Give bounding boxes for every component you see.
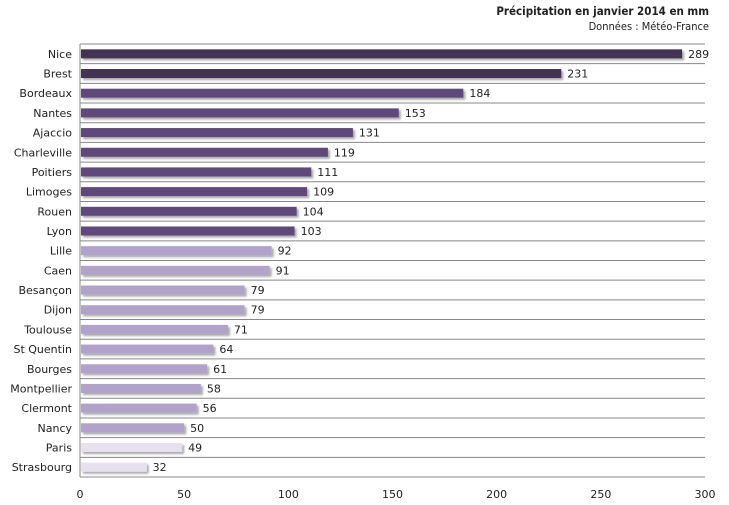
bar xyxy=(81,403,197,413)
category-label: Rouen xyxy=(37,205,72,218)
data-label: 104 xyxy=(303,205,324,218)
data-label: 153 xyxy=(405,107,426,120)
bar xyxy=(81,364,208,374)
category-label: Toulouse xyxy=(23,323,72,336)
category-label: Clermont xyxy=(21,402,72,415)
data-label: 111 xyxy=(317,166,338,179)
x-tick-label: 200 xyxy=(486,488,507,501)
data-label: 50 xyxy=(190,422,204,435)
bar xyxy=(81,246,272,256)
data-label: 131 xyxy=(359,127,380,140)
category-label: Besançon xyxy=(18,284,72,297)
data-label: 71 xyxy=(234,323,248,336)
data-label: 184 xyxy=(469,87,490,100)
x-tick-label: 300 xyxy=(695,488,716,501)
category-label: St Quentin xyxy=(13,343,72,356)
data-label: 103 xyxy=(301,225,322,238)
chart-title: Précipitation en janvier 2014 en mm xyxy=(496,4,709,18)
data-label: 58 xyxy=(207,382,221,395)
bar xyxy=(81,226,295,236)
bar xyxy=(81,206,297,216)
data-label: 49 xyxy=(188,441,202,454)
x-tick-label: 100 xyxy=(278,488,299,501)
bar xyxy=(81,49,683,59)
bar xyxy=(81,462,147,472)
data-label: 91 xyxy=(276,264,290,277)
data-label: 119 xyxy=(334,146,355,159)
category-label: Strasbourg xyxy=(12,461,72,474)
category-label: Nancy xyxy=(38,422,73,435)
bar xyxy=(81,88,464,98)
bar xyxy=(81,383,201,393)
category-label: Brest xyxy=(43,68,72,81)
bar xyxy=(81,147,328,157)
category-label: Nice xyxy=(48,48,72,61)
data-label: 109 xyxy=(313,186,334,199)
category-label: Paris xyxy=(46,441,72,454)
bar xyxy=(81,187,308,197)
category-label: Lyon xyxy=(47,225,72,238)
data-label: 56 xyxy=(203,402,217,415)
data-label: 79 xyxy=(251,304,265,317)
category-label: Ajaccio xyxy=(33,127,72,140)
data-label: 289 xyxy=(688,48,709,61)
category-label: Bourges xyxy=(27,363,72,376)
category-label: Nantes xyxy=(33,107,72,120)
data-label: 231 xyxy=(567,68,588,81)
bar xyxy=(81,265,270,275)
bar xyxy=(81,442,183,452)
category-label: Dijon xyxy=(44,304,72,317)
bar xyxy=(81,128,353,138)
x-tick-label: 0 xyxy=(77,488,84,501)
chart-subtitle: Données : Météo-France xyxy=(588,20,709,33)
bar xyxy=(81,324,228,334)
bar xyxy=(81,305,245,315)
data-label: 61 xyxy=(213,363,227,376)
category-label: Montpellier xyxy=(10,382,72,395)
data-label: 32 xyxy=(153,461,167,474)
category-label: Lille xyxy=(50,245,72,258)
category-label: Poitiers xyxy=(32,166,73,179)
data-label: 64 xyxy=(219,343,233,356)
x-tick-label: 150 xyxy=(382,488,403,501)
bar xyxy=(81,344,214,354)
category-label: Caen xyxy=(44,264,72,277)
category-label: Limoges xyxy=(26,186,72,199)
bar xyxy=(81,69,562,79)
x-tick-label: 50 xyxy=(177,488,191,501)
data-label: 92 xyxy=(278,245,292,258)
bar xyxy=(81,285,245,295)
data-label: 79 xyxy=(251,284,265,297)
bar xyxy=(81,108,399,118)
bar xyxy=(81,167,312,177)
bar xyxy=(81,423,185,433)
x-tick-label: 250 xyxy=(590,488,611,501)
category-label: Charleville xyxy=(14,146,72,159)
category-label: Bordeaux xyxy=(19,87,72,100)
